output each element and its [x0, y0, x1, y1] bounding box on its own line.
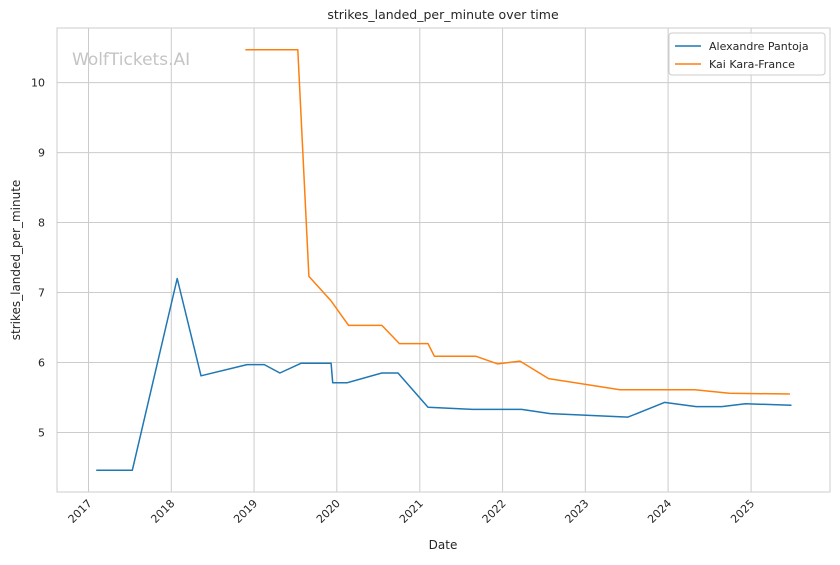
x-tick-label: 2022 [480, 497, 509, 526]
x-tick-label: 2019 [231, 497, 260, 526]
y-tick-labels: 5 6 7 8 9 10 [31, 77, 45, 440]
series-lines [96, 48, 792, 472]
series-line-kai-kara-france [245, 48, 790, 395]
y-tick-label: 10 [31, 77, 45, 90]
chart-title: strikes_landed_per_minute over time [327, 7, 559, 22]
x-tick-label: 2018 [148, 497, 177, 526]
legend: Alexandre Pantoja Kai Kara-France [668, 32, 826, 76]
y-tick-label: 5 [38, 427, 45, 440]
watermark-text: WolfTickets.AI [72, 50, 190, 70]
x-tick-label: 2020 [314, 497, 343, 526]
y-tick-label: 7 [38, 287, 45, 300]
legend-label: Kai Kara-France [709, 58, 795, 71]
plot-area [56, 27, 831, 493]
x-tick-label: 2017 [66, 497, 95, 526]
x-tick-label: 2023 [562, 497, 591, 526]
gridlines [57, 28, 830, 492]
x-tick-label: 2021 [397, 497, 426, 526]
x-tick-labels: 2017 2018 2019 2020 2021 2022 2023 2024 2025 [66, 497, 758, 526]
series-line-alexandre-pantoja [96, 277, 792, 472]
y-axis-title: strikes_landed_per_minute [9, 180, 23, 341]
legend-label: Alexandre Pantoja [709, 40, 809, 53]
x-tick-label: 2025 [728, 497, 757, 526]
y-tick-label: 8 [38, 217, 45, 230]
x-axis-title: Date [429, 538, 458, 552]
y-tick-label: 9 [38, 147, 45, 160]
x-tick-label: 2024 [645, 497, 674, 526]
legend-box [668, 32, 826, 76]
y-tick-label: 6 [38, 357, 45, 370]
